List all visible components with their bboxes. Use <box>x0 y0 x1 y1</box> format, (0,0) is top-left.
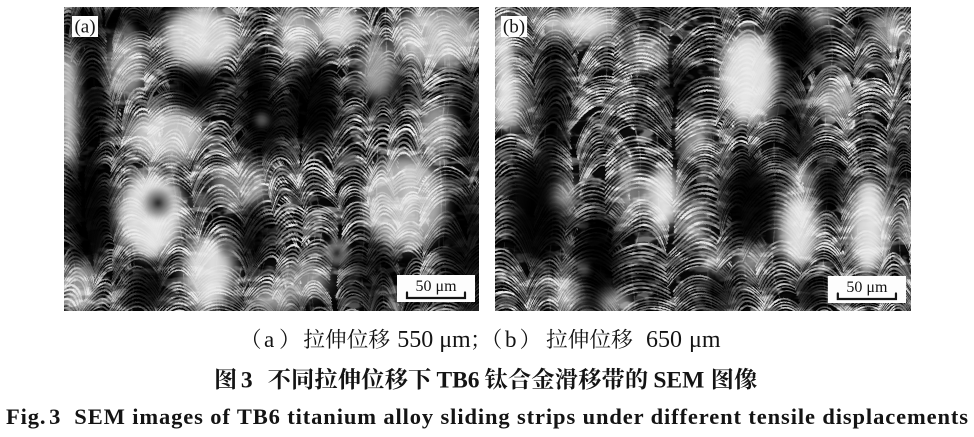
svg-text:b: b <box>505 327 517 352</box>
svg-text:a: a <box>264 327 274 352</box>
svg-text:650: 650 <box>646 327 682 353</box>
svg-text:50 μm: 50 μm <box>415 278 457 295</box>
svg-text:μm: μm <box>689 327 721 353</box>
svg-text:(a): (a) <box>74 17 95 38</box>
svg-text:SEM: SEM <box>653 368 704 394</box>
svg-text:50 μm: 50 μm <box>846 279 888 296</box>
svg-text:(b): (b) <box>503 17 525 38</box>
svg-text:Fig. 3 SEM images of TB6 tita: Fig. 3 SEM images of TB6 titanium alloy … <box>6 404 968 429</box>
svg-text:μm: μm <box>439 327 471 353</box>
svg-text:3: 3 <box>241 368 253 394</box>
svg-text:550: 550 <box>397 327 433 353</box>
svg-text:TB6: TB6 <box>436 368 479 394</box>
